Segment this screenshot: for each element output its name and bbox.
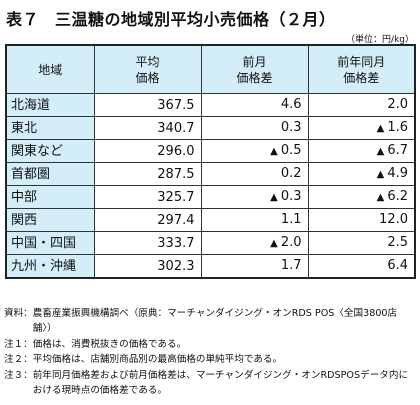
- yoy-diff-cell: 2.0: [307, 93, 416, 117]
- region-cell: 関西: [5, 208, 95, 232]
- avg-price-cell: 340.7: [93, 116, 202, 140]
- decrease-triangle-icon: ▲: [270, 238, 278, 249]
- yoy-diff-cell: ▲ 4.9: [307, 162, 416, 186]
- avg-price-cell: 302.3: [93, 254, 202, 279]
- mom-diff-cell: 1.1: [200, 208, 309, 232]
- note-label: 注２：: [4, 354, 33, 366]
- header-line: 前月: [242, 54, 267, 69]
- table-title-text: 三温糖の地域別平均小売価格（２月）: [55, 10, 336, 29]
- decrease-triangle-icon: ▲: [376, 192, 385, 203]
- note-text: 平均価格は、店舗別商品別の最高価格の単純平均である。: [32, 354, 283, 366]
- note-text: 農畜産業振興機構調べ（原典：マーチャンダイジング・オンRDS POS〈全国380…: [32, 308, 398, 335]
- mom-diff-value: 2.0: [280, 235, 302, 250]
- header-line: 前年同月: [337, 54, 386, 69]
- table-row: 中部 325.7 ▲ 0.3 ▲ 6.2: [5, 185, 416, 209]
- table-row: 北海道 367.5 4.6 2.0: [5, 93, 416, 117]
- avg-price-cell: 333.7: [93, 231, 202, 255]
- mom-diff-value: 0.3: [280, 189, 302, 204]
- mom-diff-value: 0.3: [280, 120, 302, 135]
- unit-label: （単位：円/kg）: [346, 35, 414, 45]
- table-row: 九州・沖縄 302.3 1.7 6.4: [5, 254, 416, 279]
- yoy-diff-cell: 2.5: [307, 231, 416, 255]
- avg-price-cell: 287.5: [93, 162, 202, 186]
- region-cell: 中国・四国: [5, 231, 95, 255]
- note-label: 注３：: [4, 369, 33, 381]
- note-item: 注２： 平均価格は、店舗別商品別の最高価格の単純平均である。: [4, 352, 416, 367]
- yoy-diff-cell: ▲ 1.6: [307, 116, 416, 140]
- yoy-diff-cell: ▲ 6.7: [307, 139, 416, 163]
- header-line: 価格差: [343, 70, 380, 85]
- region-cell: 首都圏: [5, 162, 95, 186]
- header-region: 地域: [5, 44, 95, 94]
- header-line: 平均: [135, 54, 160, 69]
- decrease-triangle-icon: ▲: [270, 146, 278, 157]
- yoy-diff-cell: ▲ 6.2: [307, 185, 416, 209]
- mom-diff-cell: 0.2: [200, 162, 309, 186]
- mom-diff-value: 0.2: [280, 166, 302, 181]
- table-title: 表７ 三温糖の地域別平均小売価格（２月）: [6, 6, 336, 30]
- note-label: 資料：: [4, 308, 33, 319]
- note-label: 注１：: [4, 338, 33, 350]
- table-body: 北海道 367.5 4.6 2.0 東北 340.7 0.3 ▲ 1.6 関東など 296.0 ▲ 0.…: [5, 93, 416, 279]
- yoy-diff-cell: 12.0: [307, 208, 416, 232]
- yoy-diff-value: 2.0: [387, 97, 408, 112]
- mom-diff-cell: 4.6: [200, 93, 309, 117]
- yoy-diff-value: 2.5: [387, 235, 408, 250]
- region-cell: 九州・沖縄: [5, 254, 95, 279]
- mom-diff-value: 1.1: [280, 212, 302, 227]
- note-text: 前年同月価格差および前月価格差は、マーチャンダイジング・オンRDSPOSデータ内…: [32, 369, 409, 397]
- yoy-diff-value: 6.2: [387, 189, 408, 204]
- mom-diff-cell: ▲ 0.3: [200, 185, 309, 209]
- avg-price-cell: 367.5: [93, 93, 202, 117]
- decrease-triangle-icon: ▲: [376, 146, 385, 157]
- header-line: 価格差: [236, 70, 273, 85]
- header-mom-diff: 前月 価格差: [200, 44, 309, 94]
- region-cell: 東北: [5, 116, 95, 140]
- notes: 資料： 農畜産業振興機構調べ（原典：マーチャンダイジング・オンRDS POS〈全国…: [4, 306, 416, 398]
- avg-price-cell: 296.0: [93, 139, 202, 163]
- mom-diff-cell: ▲ 0.5: [200, 139, 309, 163]
- header-line: 地域: [38, 62, 63, 77]
- header-yoy-diff: 前年同月 価格差: [307, 44, 416, 94]
- note-item: 注３： 前年同月価格差および前月価格差は、マーチャンダイジング・オンRDSPOSデ…: [4, 368, 416, 399]
- avg-price-cell: 297.4: [93, 208, 202, 232]
- header-line: 価格: [135, 70, 160, 85]
- note-item: 注１： 価格は、消費税抜きの価格である。: [4, 337, 416, 352]
- mom-diff-value: 0.5: [280, 143, 302, 158]
- price-table: 地域 平均 価格 前月 価格差 前年同月 価格差 北海道 367.5 4.6 2.0 東北 340.7…: [5, 44, 416, 279]
- mom-diff-cell: 1.7: [200, 254, 309, 279]
- decrease-triangle-icon: ▲: [376, 123, 385, 134]
- mom-diff-value: 4.6: [280, 97, 302, 112]
- note-text: 価格は、消費税抜きの価格である。: [32, 338, 187, 350]
- yoy-diff-cell: 6.4: [307, 254, 416, 279]
- header-row: 地域 平均 価格 前月 価格差 前年同月 価格差: [5, 44, 416, 94]
- avg-price-cell: 325.7: [93, 185, 202, 209]
- yoy-diff-value: 6.4: [387, 258, 408, 273]
- yoy-diff-value: 6.7: [387, 143, 408, 158]
- mom-diff-cell: 0.3: [200, 116, 309, 140]
- yoy-diff-value: 4.9: [387, 166, 408, 181]
- decrease-triangle-icon: ▲: [270, 192, 278, 203]
- table-row: 東北 340.7 0.3 ▲ 1.6: [5, 116, 416, 140]
- table-row: 首都圏 287.5 0.2 ▲ 4.9: [5, 162, 416, 186]
- note-item: 資料： 農畜産業振興機構調べ（原典：マーチャンダイジング・オンRDS POS〈全国…: [4, 306, 416, 337]
- mom-diff-value: 1.7: [280, 258, 302, 273]
- table-row: 関東など 296.0 ▲ 0.5 ▲ 6.7: [5, 139, 416, 163]
- table-row: 関西 297.4 1.1 12.0: [5, 208, 416, 232]
- region-cell: 関東など: [5, 139, 95, 163]
- decrease-triangle-icon: ▲: [376, 169, 385, 180]
- region-cell: 北海道: [5, 93, 95, 117]
- mom-diff-cell: ▲ 2.0: [200, 231, 309, 255]
- header-avg-price: 平均 価格: [93, 44, 202, 94]
- yoy-diff-value: 1.6: [387, 120, 408, 135]
- yoy-diff-value: 12.0: [379, 212, 408, 227]
- table-row: 中国・四国 333.7 ▲ 2.0 2.5: [5, 231, 416, 255]
- table-number: 表７: [6, 10, 40, 29]
- region-cell: 中部: [5, 185, 95, 209]
